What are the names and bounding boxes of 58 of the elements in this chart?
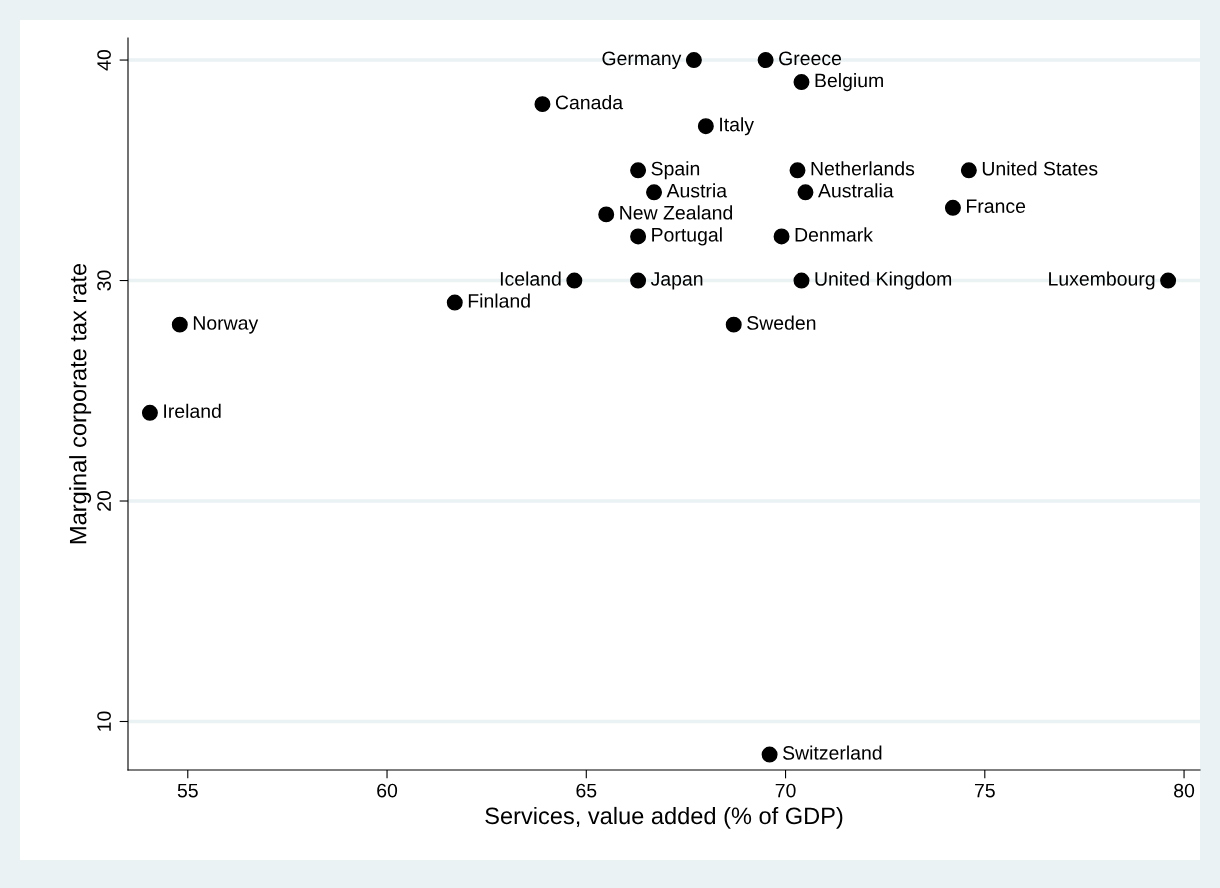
- annotation: Spain: [651, 161, 700, 180]
- point: [773, 228, 790, 245]
- x-axis-title: Services, value added (% of GDP): [485, 806, 843, 829]
- annotation: Italy: [720, 117, 754, 136]
- point: [761, 746, 778, 763]
- annotation: Canada: [555, 95, 624, 110]
- point: [141, 404, 158, 421]
- point: [789, 162, 806, 179]
- annotation: Switzerland: [782, 745, 882, 760]
- annotation: Belgium: [815, 73, 883, 92]
- annotation: Luxembourg: [1049, 271, 1155, 290]
- y-axis-title: Marginal corporate tax rate: [69, 263, 92, 544]
- point: [697, 118, 714, 135]
- annotation: Denmark: [795, 227, 873, 242]
- x-tick-label: 55: [177, 783, 198, 798]
- point: [534, 96, 551, 113]
- y-tick-label: 20: [97, 490, 111, 511]
- point: [566, 272, 583, 289]
- annotation: New Zealand: [620, 205, 733, 220]
- point: [757, 52, 774, 69]
- y-tick-label: 40: [97, 49, 111, 71]
- y-tick-label: 10: [97, 711, 111, 731]
- point: [171, 316, 188, 333]
- point: [630, 228, 647, 245]
- annotation: Japan: [650, 272, 703, 290]
- point: [685, 52, 702, 69]
- annotation: United States: [982, 161, 1098, 176]
- annotation: Germany: [602, 51, 682, 70]
- x-tick-label: 80: [1174, 783, 1195, 798]
- x-tick-label: 65: [576, 783, 597, 798]
- point: [598, 206, 615, 223]
- point: [944, 199, 961, 216]
- annotation: Australia: [818, 183, 894, 198]
- x-tick-label: 70: [775, 783, 796, 798]
- annotation: Netherlands: [811, 161, 915, 176]
- annotation: Sweden: [747, 315, 816, 330]
- annotation: Greece: [779, 51, 842, 66]
- point: [446, 294, 463, 311]
- annotation: Iceland: [500, 271, 561, 286]
- x-tick-label: 60: [377, 783, 398, 798]
- point: [1160, 272, 1177, 289]
- point: [646, 184, 663, 201]
- annotation: France: [967, 199, 1026, 213]
- annotation: Ireland: [164, 403, 221, 419]
- annotation: Norway: [193, 316, 259, 334]
- point: [630, 272, 647, 289]
- point: [630, 162, 647, 179]
- annotation: Portugal: [652, 227, 722, 246]
- annotation: Finland: [468, 293, 530, 308]
- point: [793, 74, 810, 91]
- point: [797, 184, 814, 201]
- point: [793, 272, 810, 289]
- y-tick-label: 30: [97, 270, 111, 291]
- point: [960, 162, 977, 179]
- point: [725, 316, 742, 333]
- annotation: Austria: [666, 183, 728, 198]
- annotation: United Kingdom: [815, 271, 952, 290]
- x-tick-label: 75: [974, 783, 995, 798]
